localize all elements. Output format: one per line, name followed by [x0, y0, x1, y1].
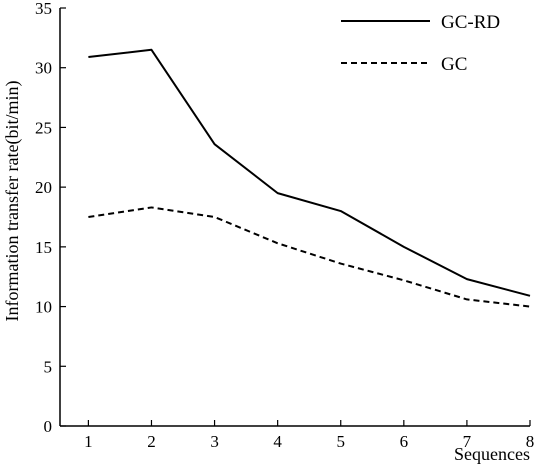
x-axis-ticks: 1 2 3 4 5 6 7 8: [84, 420, 534, 451]
y-tick-label: 20: [35, 178, 52, 197]
series-line-gc: [88, 206, 531, 308]
x-tick-label: 2: [147, 432, 156, 451]
y-tick-label: 10: [35, 298, 52, 317]
y-tick-label: 5: [44, 357, 53, 376]
y-axis-ticks: 0 5 10 15 20 25 30 35: [35, 0, 66, 436]
y-tick-label: 30: [35, 59, 52, 78]
y-tick-label: 25: [35, 118, 52, 137]
x-tick-label: 7: [463, 432, 472, 451]
y-axis-title: Information transfer rate(bit/min): [2, 81, 23, 322]
legend: GC-RD GC: [341, 12, 500, 75]
legend-label: GC-RD: [441, 12, 500, 33]
series-layer: [88, 48, 531, 308]
series-line-gc-rd: [88, 48, 531, 297]
x-axis-title: Sequences: [454, 444, 530, 464]
plot-frame: [59, 8, 530, 427]
legend-label: GC: [441, 54, 467, 75]
y-tick-label: 35: [35, 0, 52, 18]
y-tick-label: 0: [44, 417, 53, 436]
y-tick-label: 15: [35, 238, 52, 257]
x-tick-label: 8: [526, 432, 535, 451]
x-tick-label: 5: [336, 432, 345, 451]
x-tick-label: 4: [273, 432, 282, 451]
x-tick-label: 3: [210, 432, 219, 451]
x-tick-label: 1: [84, 432, 93, 451]
x-tick-label: 6: [400, 432, 409, 451]
